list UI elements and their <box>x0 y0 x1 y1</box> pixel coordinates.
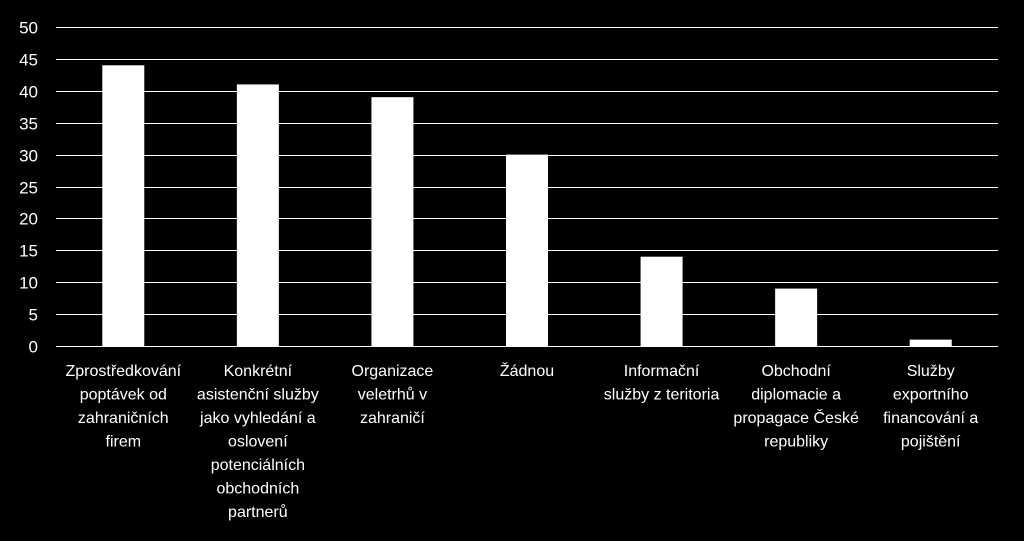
y-tick-label: 40 <box>19 83 38 102</box>
x-category-label-line: Služby <box>907 363 955 380</box>
bars <box>102 65 952 347</box>
x-category-label-line: Zprostředkování <box>65 363 181 380</box>
x-category-label-line: diplomacie a <box>751 387 841 404</box>
x-category-label: Žádnou <box>500 361 554 380</box>
x-category-label-line: Žádnou <box>500 361 554 380</box>
x-category-label-line: republiky <box>764 434 828 451</box>
x-category-label-line: potenciálních <box>211 457 305 474</box>
y-tick-label: 15 <box>19 242 38 261</box>
x-category-label-line: exportního <box>893 387 969 404</box>
x-category-label-line: asistenční služby <box>197 387 319 404</box>
x-category-label-line: propagace České <box>733 408 859 427</box>
y-tick-label: 35 <box>19 115 38 134</box>
x-category-label-line: veletrhů v <box>358 386 427 404</box>
x-category-label-line: pojištění <box>901 434 961 451</box>
x-category-label: Obchodní diplomacie a propagace České repub… <box>733 363 859 451</box>
y-tick-label: 0 <box>29 338 38 357</box>
bar <box>236 84 279 347</box>
x-category-label: Zprostředkování poptávek od zahraničních fi… <box>65 363 181 451</box>
y-tick-label: 30 <box>19 147 38 166</box>
x-category-label-line: Informační <box>624 363 700 380</box>
bar <box>775 288 818 346</box>
x-category-label-line: zahraničních <box>78 410 169 427</box>
x-category-label-line: poptávek od <box>80 387 167 404</box>
x-category-label-line: služby z teritoria <box>604 387 720 404</box>
x-category-label: Informační služby z teritoria <box>604 363 720 404</box>
y-tick-label: 10 <box>19 274 38 293</box>
x-category-label-line: partnerů <box>228 503 288 521</box>
y-tick-label: 20 <box>19 210 38 229</box>
y-tick-label: 25 <box>19 179 38 198</box>
x-category-label-line: oslovení <box>228 434 288 451</box>
bar <box>102 65 145 346</box>
y-tick-label: 5 <box>29 306 38 325</box>
bar <box>371 97 414 347</box>
x-category-label-line: zahraničí <box>360 410 425 427</box>
y-tick-label: 50 <box>19 19 38 38</box>
bar <box>506 154 548 346</box>
x-category-label-line: Obchodní <box>761 363 831 380</box>
x-category-label-line: jako vyhledání a <box>199 410 316 427</box>
bar <box>909 339 952 346</box>
y-axis-tick-labels: 0 5 10 15 20 25 30 35 40 45 50 <box>19 19 38 357</box>
x-category-label-line: Konkrétní <box>224 363 293 380</box>
x-category-label: Organizace veletrhů v zahraničí <box>352 363 434 427</box>
x-axis-category-labels: Zprostředkování poptávek od zahraničních fi… <box>65 361 978 521</box>
bar <box>640 256 683 346</box>
x-category-label-line: Organizace <box>352 363 434 380</box>
x-category-label-line: firem <box>106 434 142 451</box>
x-category-label-line: financování a <box>883 410 978 427</box>
y-tick-label: 45 <box>19 51 38 70</box>
x-category-label: Konkrétní asistenční služby jako vyhledání… <box>197 363 319 521</box>
x-category-label: Služby exportního financování a pojištění <box>883 363 978 451</box>
x-category-label-line: obchodních <box>216 481 299 498</box>
